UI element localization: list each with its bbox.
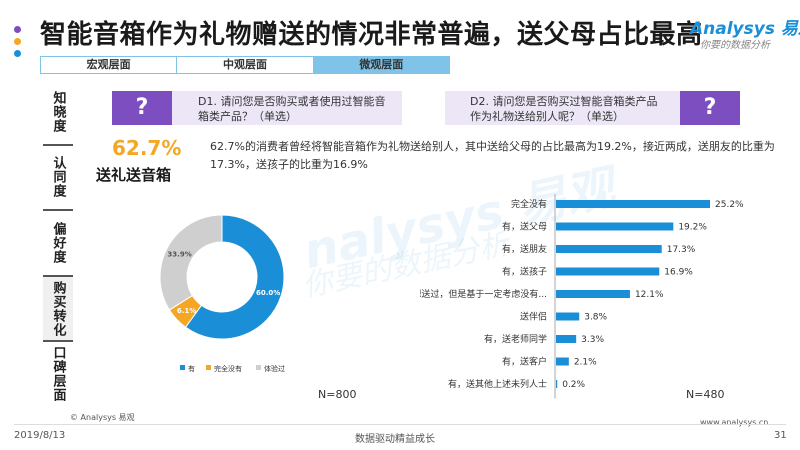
bar-category-label: 有，送其他上述未列人士 [448,378,547,390]
page-title: 智能音箱作为礼物赠送的情况非常普遍，送父母占比最高 [40,20,703,50]
question-1-text: D1. 请问您是否购买或者使用过智能音箱类产品？（单选） [198,95,386,123]
donut-value-label: 6.1% [177,307,196,315]
bar-category-label: 有，送父母 [502,221,547,233]
sidenav-recognition[interactable]: 认同度 [43,146,73,212]
tab-micro[interactable]: 微观层面 [313,57,449,73]
question-1-mark: ? [112,91,172,125]
bar [556,290,630,298]
bar-value-label: 3.8% [584,313,607,323]
bar-value-label: 16.9% [664,268,693,278]
level-tabs: 宏观层面 中观层面 微观层面 [40,56,450,74]
sample-size-right: N=480 [686,388,725,401]
footer-divider [14,424,786,425]
donut-value-label: 60.0% [256,289,280,297]
bar [556,335,577,343]
legend-swatch [180,365,185,370]
analysys-logo: Analysys 易观 你要的数据分析 [690,14,800,54]
bar [556,200,710,208]
bar-value-label: 12.1% [635,290,664,300]
tab-meso[interactable]: 中观层面 [177,57,314,73]
legend-label: 有 [188,364,195,373]
bar-category-label: 有，送朋友 [502,243,547,255]
tab-macro[interactable]: 宏观层面 [41,57,178,73]
bar-category-label: 送伴侣 [520,311,547,323]
donut-slice [159,214,223,311]
highlight-value: 62.7% [112,136,182,160]
page-number: 31 [774,430,787,441]
footer-copyright: © Analysys 易观 [70,413,135,422]
bar [556,222,674,231]
logo-name: Analysys 易观 [690,19,800,39]
question-2-mark: ? [680,91,740,125]
bar [556,245,662,253]
bar-value-label: 17.3% [667,245,696,255]
donut-slice [184,214,285,340]
bar-category-label: 有，送老师同学 [484,333,547,345]
footer-slogan: 数据驱动精益成长 [355,434,435,445]
decorative-dots [14,26,24,62]
bar-category-label: 有，送客户 [502,356,547,368]
donut-chart: 60.0% 6.1% 33.9% 有 完全没有 体验过 [159,214,285,373]
bar-value-label: 2.1% [574,358,597,368]
sidenav-reputation[interactable]: 口碑层面 [50,346,66,403]
bar-category-label: 完全没有 [511,198,547,210]
bar [556,312,580,321]
dot-purple [14,26,21,33]
sidenav-purchase[interactable]: 购买转化 [43,276,73,343]
sample-size-left: N=800 [318,388,357,401]
bar [556,267,660,276]
summary-text: 62.7%的消费者曾经将智能音箱作为礼物送给别人，其中送给父母的占比最高为19.… [210,140,775,171]
footer-date: 2019/8/13 [14,430,66,441]
dot-blue [14,50,21,57]
sidenav-preference[interactable]: 偏好度 [43,211,73,277]
donut-value-label: 33.9% [167,251,191,259]
bar-category-label: 想送过，但是基于一定考虑没有... [420,288,547,300]
logo-slogan: 你要的数据分析 [700,40,770,51]
horizontal-bar-chart: 完全没有 25.2% 有，送父母 19.2% 有，送朋友 17.3% 有，送孩子 16.9% 想… [420,194,744,399]
bar [556,380,558,388]
bar [556,357,569,366]
legend-label: 完全没有 [214,364,242,373]
highlight-label: 送礼送音箱 [96,166,172,184]
legend-label: 体验过 [264,364,285,373]
bar-value-label: 25.2% [715,200,744,210]
dot-orange [14,38,21,45]
footer-url: www.analysys.cn [700,418,769,427]
question-2-text: D2. 请问您是否购买过智能音箱类产品作为礼物送给别人呢？（单选） [470,95,658,123]
sidenav-awareness[interactable]: 知晓度 [43,80,73,146]
bar-value-label: 0.2% [562,380,585,390]
legend-swatch [256,365,261,370]
legend-swatch [206,365,211,370]
funnel-sidenav: 知晓度 认同度 偏好度 购买转化 口碑层面 [43,80,73,406]
bar-value-label: 19.2% [678,223,707,233]
bar-value-label: 3.3% [581,335,604,345]
bar-category-label: 有，送孩子 [502,266,547,278]
